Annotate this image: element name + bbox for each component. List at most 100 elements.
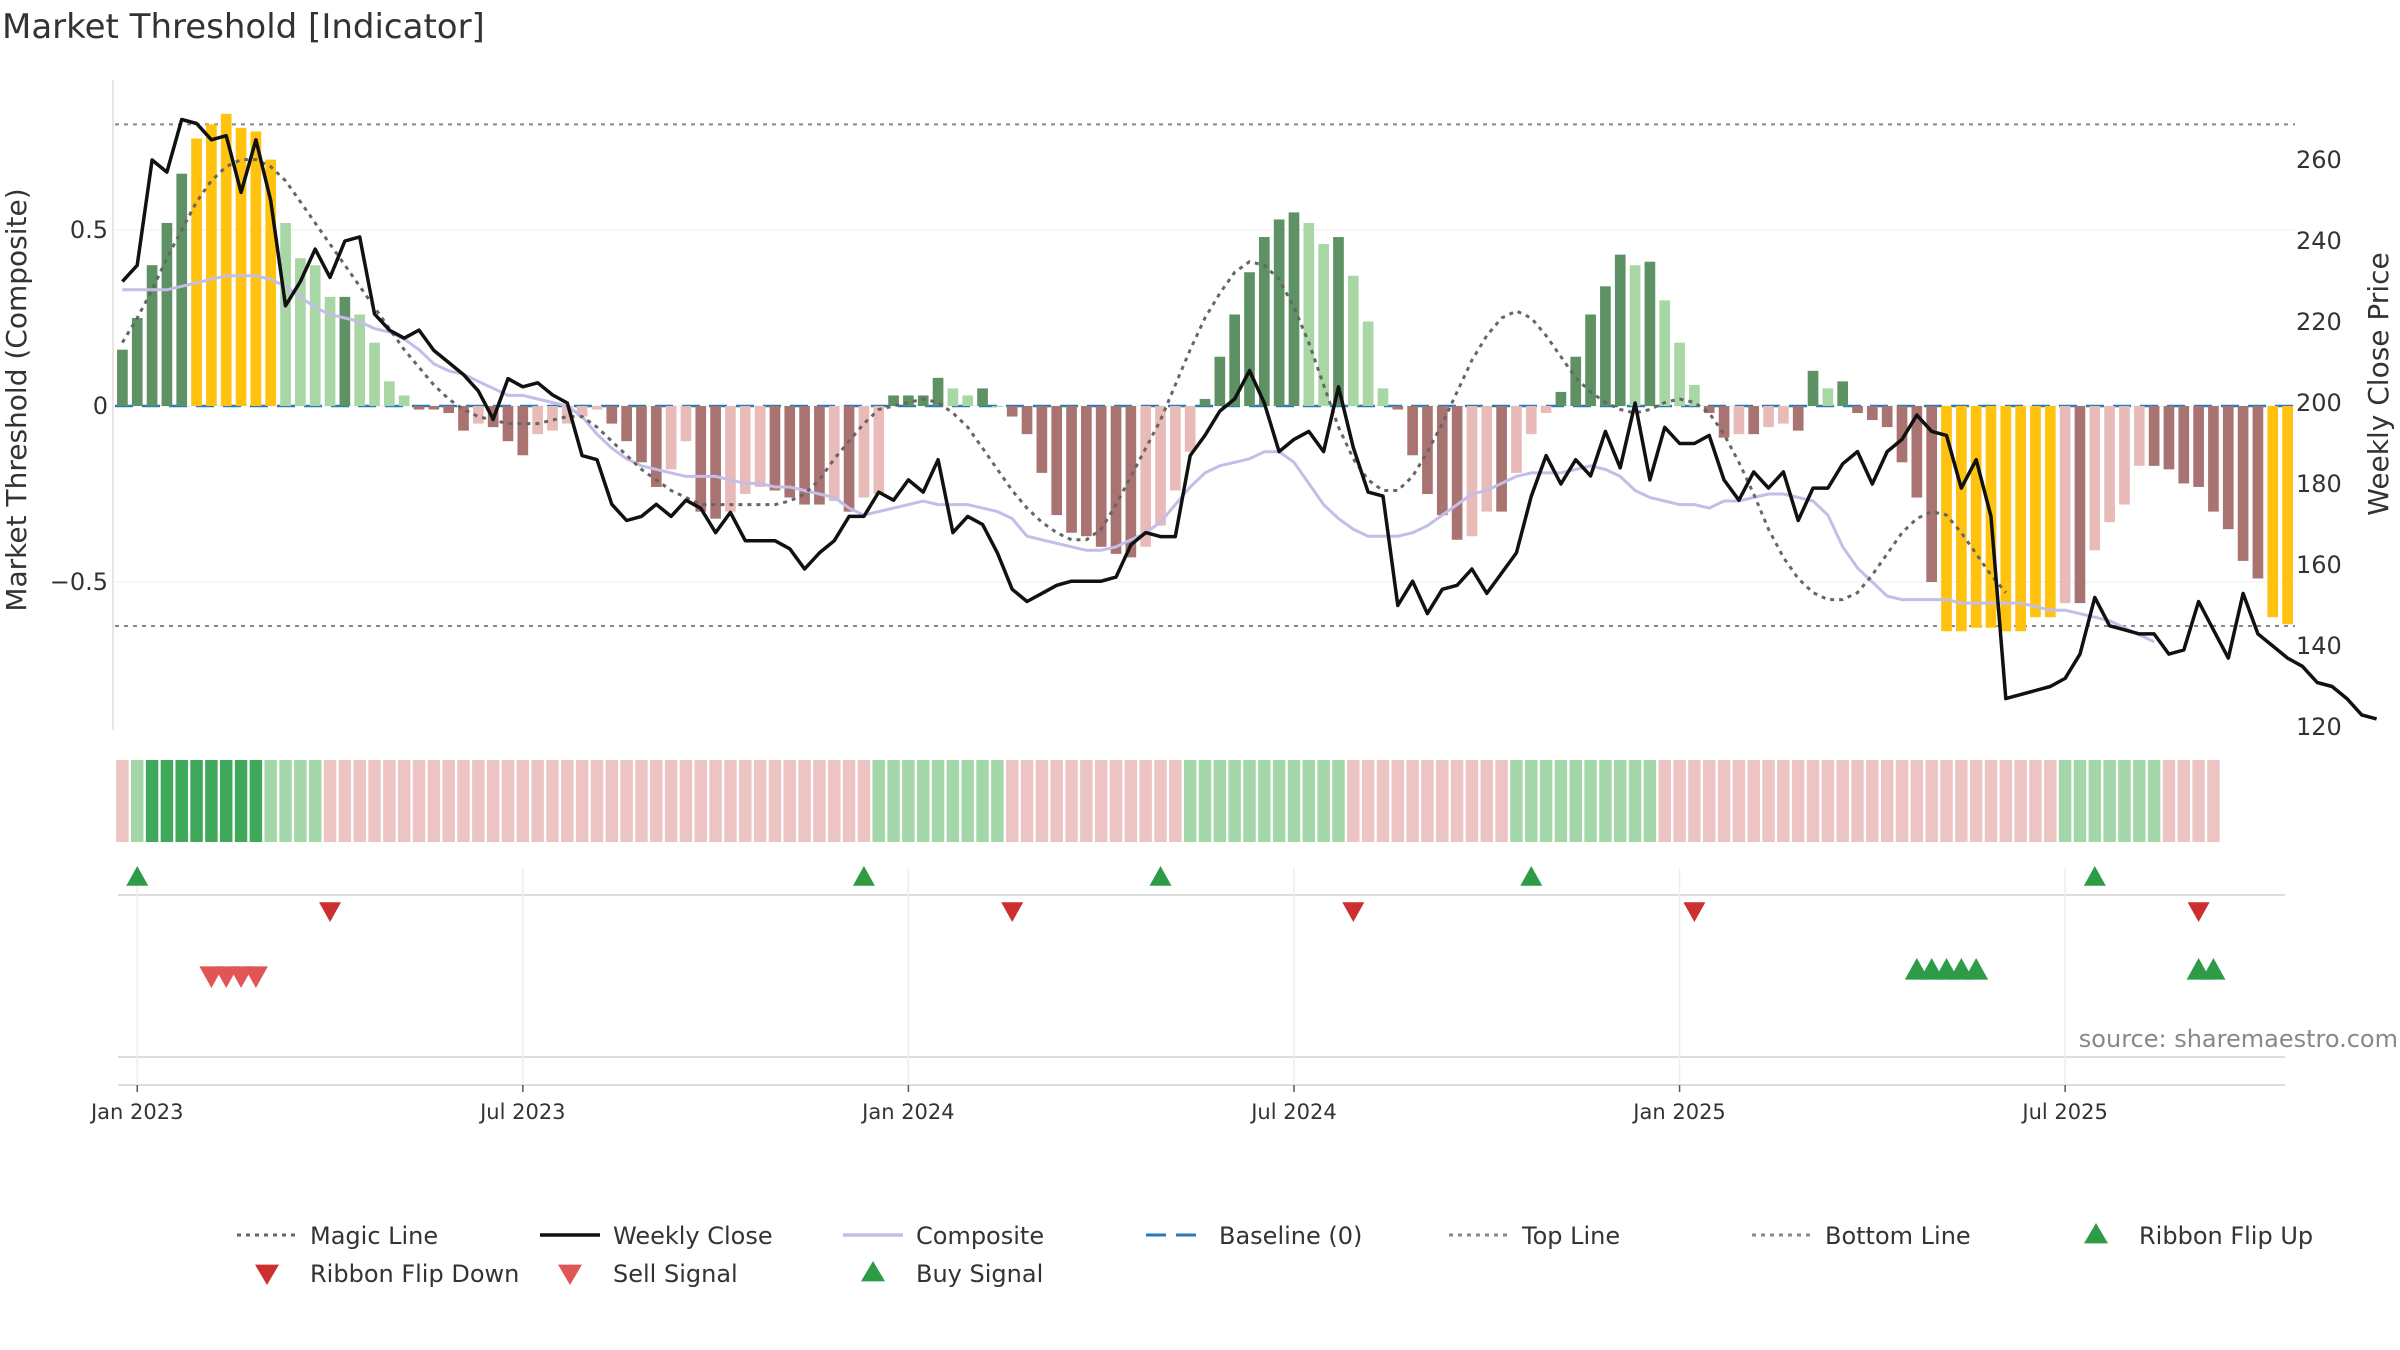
ribbon-cell <box>1673 760 1686 842</box>
composite-bar <box>2000 406 2012 632</box>
composite-bar <box>1407 406 1418 456</box>
composite-bar <box>636 406 647 463</box>
ribbon-cell <box>457 760 470 842</box>
ribbon-cell <box>116 760 129 842</box>
ribbon-cell <box>991 760 1004 842</box>
ribbon-cell <box>620 760 633 842</box>
composite-bar <box>1614 254 1626 406</box>
composite-bar <box>1303 222 1315 406</box>
composite-bar <box>2178 406 2190 484</box>
ribbon-cell <box>1762 760 1775 842</box>
y2-tick-label: 260 <box>2296 146 2342 174</box>
legend-marker <box>861 1261 885 1282</box>
ribbon-cell <box>1584 760 1597 842</box>
ribbon-cell <box>1258 760 1271 842</box>
composite-bar <box>843 406 855 512</box>
legend-entry: Buy Signal <box>861 1260 1043 1288</box>
ribbon-cell <box>249 760 263 842</box>
ribbon-cell <box>1969 760 1983 842</box>
composite-bar <box>1273 219 1285 406</box>
composite-bar <box>1125 406 1137 558</box>
composite-bar <box>1021 406 1033 435</box>
ribbon-cell <box>1836 760 1849 842</box>
legend-marker <box>2084 1223 2108 1244</box>
composite-bar <box>650 406 662 487</box>
composite-bar <box>384 381 395 406</box>
composite-bar <box>1036 406 1048 473</box>
ribbon-cell <box>2044 760 2057 842</box>
sell-signal-marker <box>243 966 268 988</box>
ribbon-flip-down-marker <box>2187 902 2210 922</box>
composite-bar <box>2074 406 2086 604</box>
composite-bar <box>1570 356 1582 406</box>
y2-tick-label: 140 <box>2296 632 2342 660</box>
composite-bar <box>576 406 588 417</box>
ribbon-cell <box>1821 760 1835 842</box>
ribbon-cell <box>442 760 455 842</box>
ribbon-cell <box>2029 760 2042 842</box>
composite-bars <box>117 113 2293 632</box>
composite-bar <box>725 406 736 512</box>
ribbon-cell <box>1895 760 1909 842</box>
ribbon-cell <box>887 760 900 842</box>
composite-bar <box>1807 370 1819 406</box>
ribbon-cell <box>1391 760 1405 842</box>
composite-bar <box>2089 406 2101 551</box>
composite-bar <box>1481 406 1493 512</box>
legend-entry: Baseline (0) <box>1146 1222 1362 1250</box>
ribbon-cell <box>1361 760 1375 842</box>
legend-entry: Magic Line <box>237 1222 438 1250</box>
composite-bar <box>1763 406 1774 428</box>
composite-bar <box>695 406 707 512</box>
legend-label: Sell Signal <box>613 1260 738 1288</box>
ribbon-cell <box>1999 760 2013 842</box>
ribbon-cell <box>501 760 515 842</box>
ribbon-cell <box>1539 760 1553 842</box>
composite-bar <box>1955 406 1967 632</box>
composite-bar <box>1867 406 1878 421</box>
ribbon-cell <box>1169 760 1182 842</box>
composite-bar <box>947 388 959 406</box>
composite-bar <box>769 406 781 491</box>
ribbon-flip-up-marker <box>126 866 149 886</box>
y-tick-label: 0.5 <box>70 216 108 244</box>
ribbon-cell <box>264 760 277 842</box>
ribbon-cell <box>1436 760 1449 842</box>
legend-marker <box>255 1264 279 1285</box>
composite-bar <box>2044 406 2056 618</box>
ribbon-cell <box>279 760 292 842</box>
composite-bar <box>1362 321 1374 406</box>
composite-bar <box>117 349 128 406</box>
composite-bar <box>739 406 751 494</box>
x-tick-label: Jul 2023 <box>478 1100 565 1124</box>
composite-bar <box>131 318 143 406</box>
ribbon-cell <box>1243 760 1256 842</box>
y2-tick-label: 180 <box>2296 470 2342 498</box>
composite-bar <box>754 406 766 487</box>
composite-bar <box>873 406 885 494</box>
y-axis-label: Market Threshold (Composite) <box>0 188 33 611</box>
composite-bar <box>561 406 573 424</box>
composite-bar <box>2148 406 2160 466</box>
composite-bar <box>977 388 988 406</box>
composite-bar <box>1170 406 1181 491</box>
ribbon-cell <box>946 760 960 842</box>
ribbon-cell <box>145 760 159 842</box>
composite-bar <box>220 113 232 406</box>
ribbon-cell <box>1050 760 1063 842</box>
ribbon-cell <box>561 760 574 842</box>
magic-line <box>121 158 2007 602</box>
legend-label: Magic Line <box>310 1222 438 1250</box>
composite-bar <box>1778 406 1789 424</box>
ribbon-cell <box>383 760 396 842</box>
ribbon-cell <box>219 760 233 842</box>
composite-bar <box>250 131 262 406</box>
ribbon-cell <box>323 760 337 842</box>
ribbon-cell <box>294 760 307 842</box>
ribbon-cell <box>590 760 604 842</box>
composite-bar <box>1540 406 1552 414</box>
ribbon-cell <box>1643 760 1657 842</box>
composite-bar <box>888 395 899 406</box>
ribbon-cell <box>1984 760 1998 842</box>
